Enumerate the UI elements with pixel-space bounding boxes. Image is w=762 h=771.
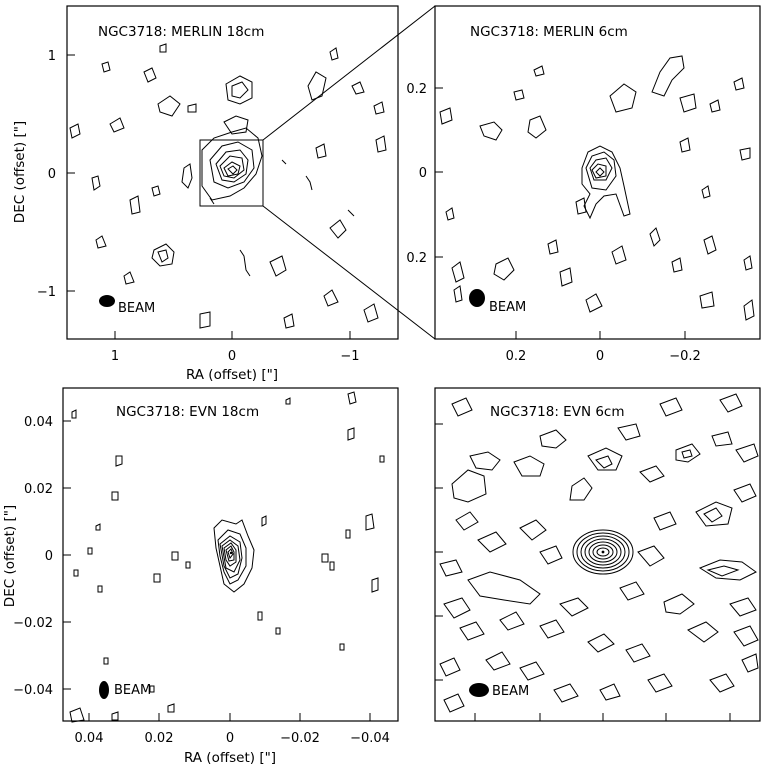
y-tick-label: −0.02 xyxy=(13,616,53,631)
contour-map xyxy=(439,393,759,713)
beam-ellipse xyxy=(99,681,109,699)
panel-title: NGC3718: EVN 18cm xyxy=(116,404,259,420)
x-tick-label: −1 xyxy=(340,349,359,364)
y-axis xyxy=(435,423,443,681)
y-tick-label: 0 xyxy=(48,167,56,182)
beam-ellipse xyxy=(469,683,489,697)
zoom-line-bottom xyxy=(262,205,436,340)
y-axis: 0.2 0 0.2 xyxy=(406,82,443,266)
y-axis-label: DEC (offset) ["] xyxy=(2,505,18,607)
y-tick-label: 0.2 xyxy=(406,82,427,97)
y-tick-label: 1 xyxy=(48,49,56,64)
x-tick-label: 0.02 xyxy=(145,731,174,746)
x-axis-label: RA (offset) ["] xyxy=(184,750,276,766)
panel-merlin-18cm: NGC3718: MERLIN 18cm xyxy=(12,5,436,383)
plot-frame xyxy=(434,387,761,722)
panel-title: NGC3718: MERLIN 18cm xyxy=(98,24,264,40)
beam-ellipse xyxy=(99,295,115,307)
x-axis xyxy=(474,713,731,721)
beam-label: BEAM xyxy=(492,684,529,699)
beam-ellipse xyxy=(469,289,485,307)
x-tick-label: 0 xyxy=(226,731,234,746)
y-tick-label: −1 xyxy=(37,285,56,300)
x-tick-label: 0 xyxy=(228,349,236,364)
beam-label: BEAM xyxy=(489,300,526,315)
y-axis: 1 0 −1 DEC (offset) ["] xyxy=(12,49,75,300)
beam-label: BEAM xyxy=(118,301,155,316)
contour-map xyxy=(69,391,385,723)
y-tick-label: 0 xyxy=(45,549,53,564)
panel-evn-18cm: NGC3718: EVN 18cm xyxy=(2,387,399,766)
panel-merlin-6cm: NGC3718: MERLIN 6cm xyxy=(406,5,761,364)
zoom-line-top xyxy=(262,5,436,141)
y-tick-label: 0.2 xyxy=(406,251,427,266)
x-tick-label: −0.2 xyxy=(669,349,701,364)
x-axis-label: RA (offset) ["] xyxy=(186,367,278,383)
y-tick-label: 0 xyxy=(419,166,427,181)
y-axis: 0.04 0.02 0 −0.02 −0.04 DEC (offset) ["] xyxy=(2,415,71,698)
y-tick-label: −0.04 xyxy=(13,683,53,698)
y-tick-label: 0.04 xyxy=(24,415,53,430)
zoom-box xyxy=(199,139,264,207)
x-tick-label: 0 xyxy=(596,349,604,364)
x-axis: 0.2 0 −0.2 xyxy=(506,331,701,364)
x-tick-label: 1 xyxy=(111,349,119,364)
beam-label: BEAM xyxy=(114,683,151,698)
x-tick-label: −0.04 xyxy=(350,731,390,746)
contour-map xyxy=(69,43,387,329)
x-axis: 1 0 −1 RA (offset) ["] xyxy=(111,331,360,383)
panel-title: NGC3718: EVN 6cm xyxy=(490,404,625,420)
y-tick-label: 0.02 xyxy=(24,482,53,497)
contour-map xyxy=(439,55,755,321)
plot-frame xyxy=(66,5,399,340)
x-axis: 0.04 0.02 0 −0.02 −0.04 RA (offset) ["] xyxy=(75,713,390,766)
plot-frame xyxy=(62,387,399,722)
panel-title: NGC3718: MERLIN 6cm xyxy=(470,24,628,40)
x-tick-label: 0.2 xyxy=(506,349,527,364)
panel-evn-6cm: NGC3718: EVN 6cm xyxy=(434,387,761,722)
y-axis-label: DEC (offset) ["] xyxy=(12,121,28,223)
plot-frame xyxy=(434,5,761,340)
x-tick-label: −0.02 xyxy=(280,731,320,746)
x-tick-label: 0.04 xyxy=(75,731,104,746)
